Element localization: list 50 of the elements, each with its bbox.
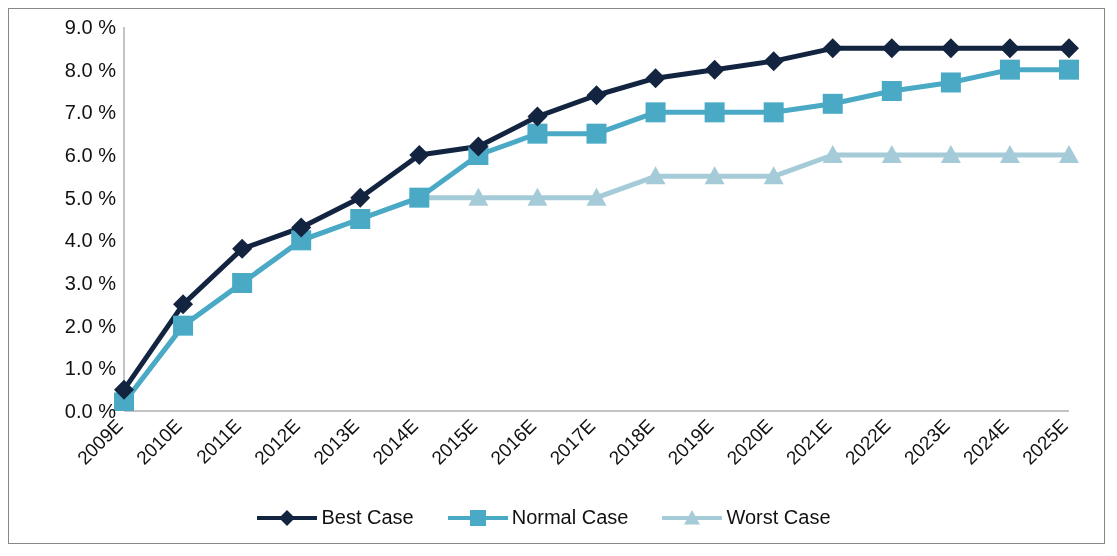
point: [527, 106, 548, 127]
point: [409, 145, 430, 165]
point: [586, 85, 607, 106]
point: [586, 123, 607, 144]
point: [999, 38, 1020, 59]
point: [645, 68, 666, 89]
point: [527, 187, 548, 206]
legend-label: Normal Case: [511, 506, 629, 529]
legend-label: Worst Case: [726, 506, 831, 529]
point: [822, 145, 843, 163]
point: [1059, 145, 1079, 163]
point: [940, 145, 961, 163]
point: [704, 166, 725, 185]
point: [704, 102, 725, 123]
point: [1059, 59, 1079, 80]
y-tick-label: 2.0 %: [64, 314, 117, 337]
point: [822, 38, 843, 59]
legend-label: Best Case: [321, 506, 414, 529]
point: [940, 72, 961, 93]
y-tick-label: 5.0 %: [64, 186, 117, 209]
point: [999, 59, 1020, 80]
point: [645, 102, 666, 123]
point: [881, 145, 902, 163]
y-tick-label: 1.0 %: [64, 357, 117, 380]
point: [468, 187, 489, 206]
point: [468, 136, 489, 157]
point: [1059, 38, 1079, 59]
point: [114, 379, 134, 400]
point: [232, 238, 253, 259]
point: [940, 38, 961, 59]
y-tick-label: 7.0 %: [64, 101, 117, 124]
point: [822, 93, 843, 114]
point: [586, 187, 607, 206]
point: [704, 59, 725, 80]
point: [350, 187, 371, 208]
point: [881, 38, 902, 59]
point: [999, 145, 1020, 163]
point: [291, 217, 312, 238]
y-tick-label: 3.0 %: [64, 272, 117, 295]
point: [645, 166, 666, 185]
point: [763, 102, 784, 123]
point: [173, 294, 194, 315]
point: [527, 123, 548, 144]
y-tick-label: 9.0 %: [64, 16, 117, 39]
point: [763, 51, 784, 72]
y-tick-label: 4.0 %: [64, 229, 117, 252]
y-tick-label: 8.0 %: [64, 58, 117, 81]
point: [881, 81, 902, 101]
point: [763, 166, 784, 185]
y-tick-label: 6.0 %: [64, 144, 117, 167]
